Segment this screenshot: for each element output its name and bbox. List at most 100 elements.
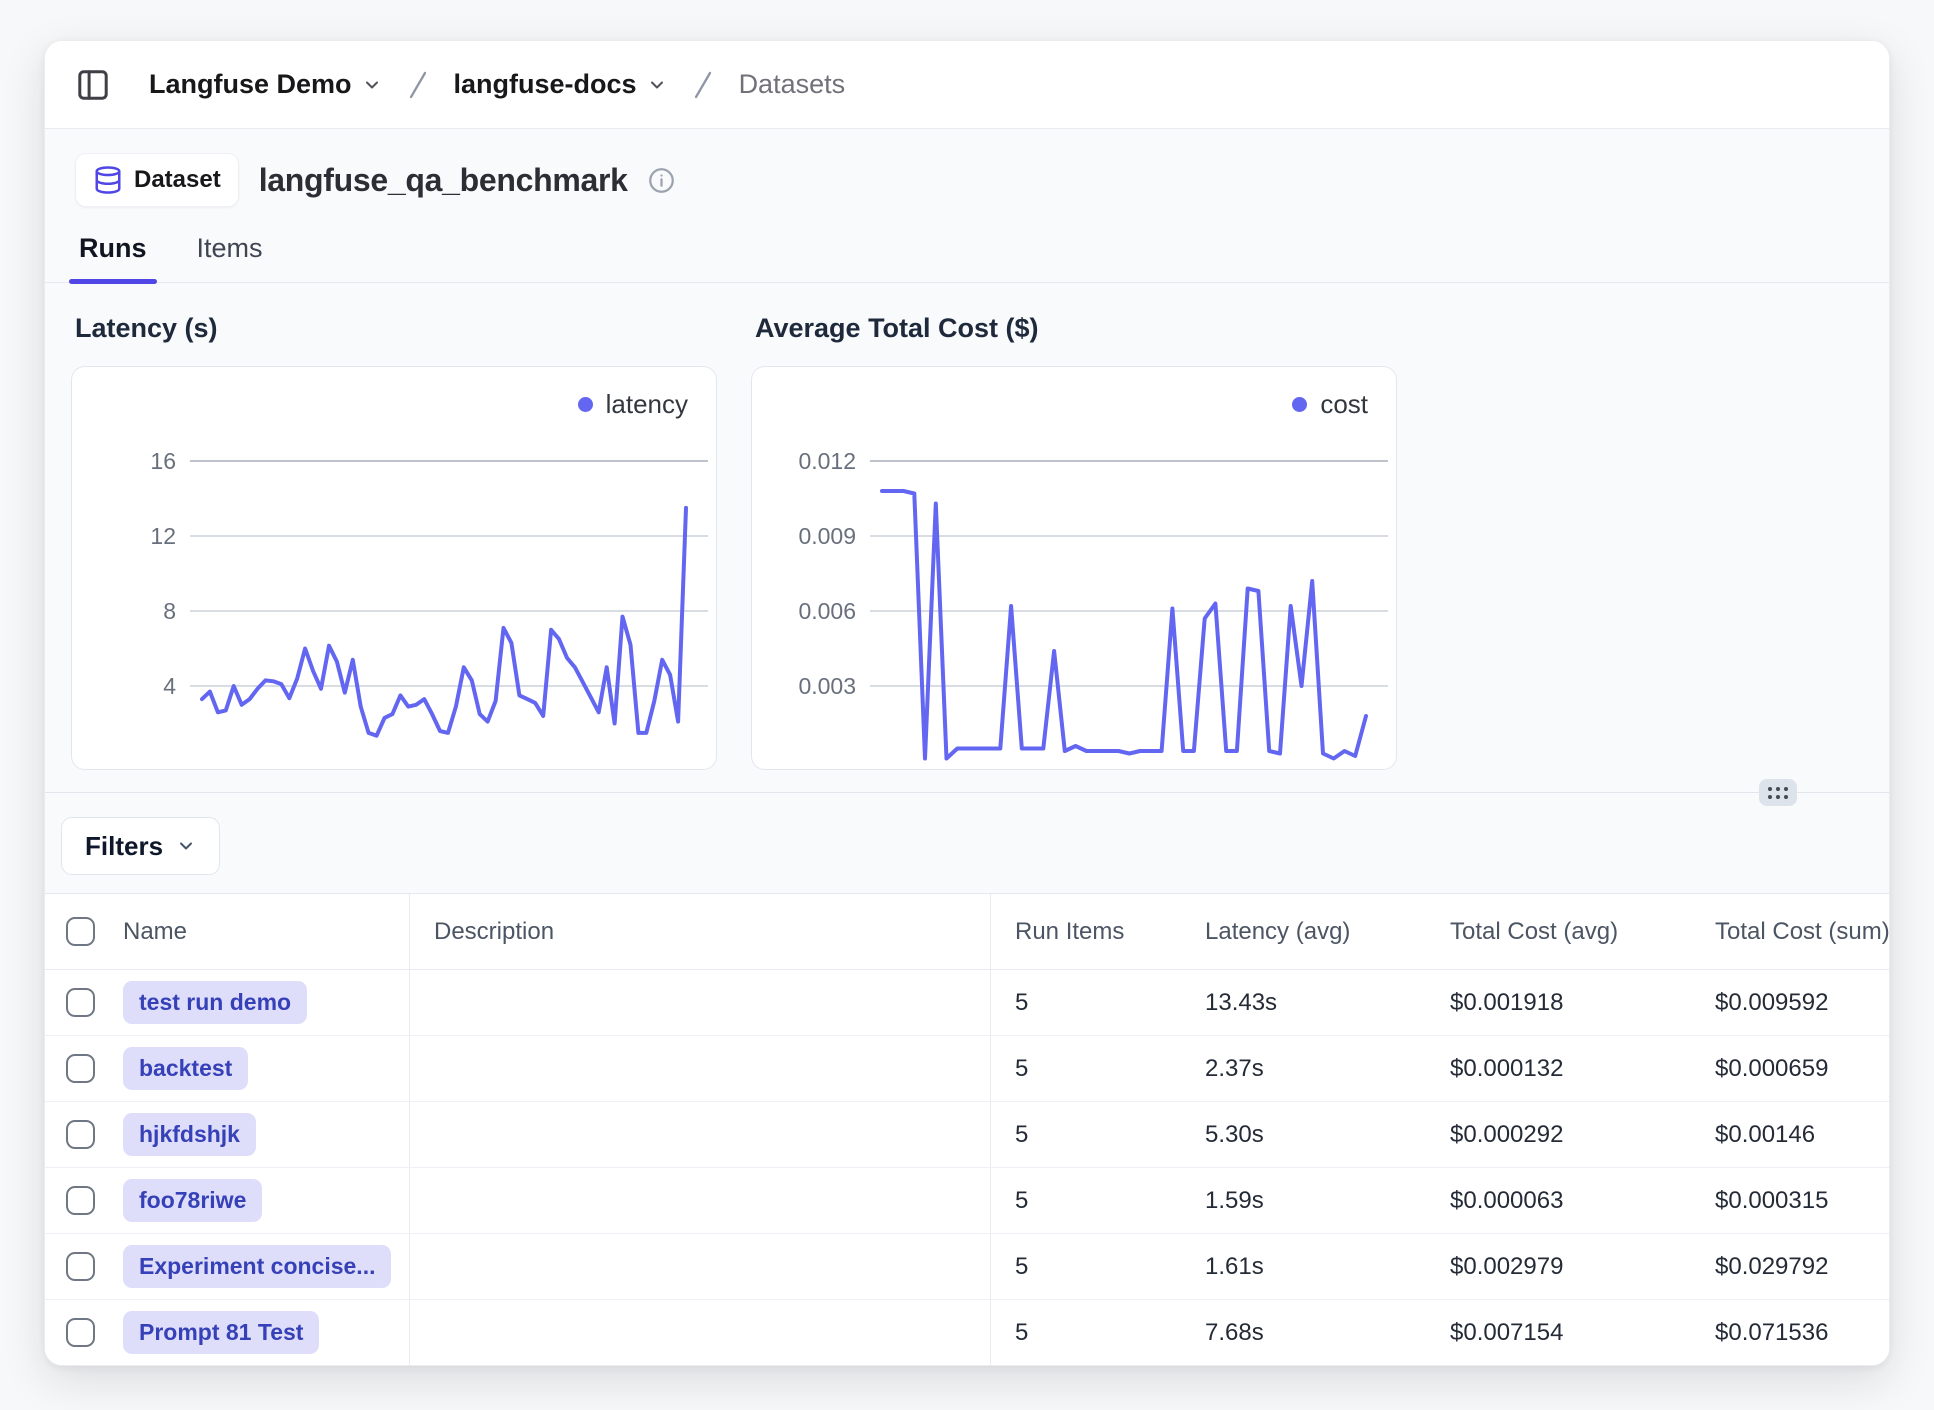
column-header-total-cost-avg: Total Cost (avg) — [1450, 917, 1619, 945]
description-cell — [410, 1102, 991, 1167]
column-header-description: Description — [410, 894, 991, 969]
latency-avg-cell: 5.30s — [1205, 1120, 1264, 1148]
charts-section: Latency (s) 4 8 12 16 latency Average Total… — [45, 283, 1889, 770]
row-checkbox[interactable] — [65, 1054, 95, 1083]
total-cost-sum-cell: $0.009592 — [1715, 988, 1829, 1016]
run-items-cell: 5 — [1015, 1054, 1029, 1082]
total-cost-avg-cell: $0.000292 — [1450, 1120, 1564, 1148]
latency-avg-cell: 1.61s — [1205, 1252, 1264, 1280]
tab-runs[interactable]: Runs — [69, 229, 156, 284]
filters-button-label: Filters — [85, 830, 164, 861]
table-row[interactable]: Prompt 81 Test 5 7.68s $0.007154 $0.0715… — [45, 1300, 1889, 1365]
description-cell — [410, 1168, 991, 1233]
cost-chart-card: 0.003 0.006 0.009 0.012 cost — [751, 366, 1397, 770]
latency-chart-block: Latency (s) 4 8 12 16 latency — [71, 309, 717, 770]
cost-chart-legend: cost — [1292, 389, 1368, 420]
svg-text:0.003: 0.003 — [798, 673, 856, 699]
cost-chart-svg: 0.003 0.006 0.009 0.012 — [798, 448, 1388, 761]
latency-chart-title: Latency (s) — [75, 313, 218, 343]
run-items-cell: 5 — [1015, 1252, 1029, 1280]
page-content: Dataset langfuse_qa_benchmark Runs Items… — [45, 129, 1889, 1365]
breadcrumb-org[interactable]: Langfuse Demo — [149, 69, 382, 100]
filters-button[interactable]: Filters — [61, 817, 221, 875]
run-name-pill[interactable]: hjkfdshjk — [123, 1112, 256, 1157]
description-cell — [410, 1036, 991, 1101]
run-items-cell: 5 — [1015, 1120, 1029, 1148]
svg-text:0.012: 0.012 — [798, 448, 856, 474]
table-row[interactable]: hjkfdshjk 5 5.30s $0.000292 $0.00146 — [45, 1102, 1889, 1168]
top-bar: Langfuse Demo langfuse-docs Datasets — [45, 41, 1889, 129]
info-icon[interactable] — [648, 167, 675, 194]
svg-text:12: 12 — [150, 523, 176, 549]
description-cell — [410, 970, 991, 1035]
total-cost-sum-cell: $0.029792 — [1715, 1252, 1829, 1280]
total-cost-sum-cell: $0.071536 — [1715, 1318, 1829, 1346]
row-checkbox[interactable] — [65, 1252, 95, 1281]
table-row[interactable]: test run demo 5 13.43s $0.001918 $0.0095… — [45, 970, 1889, 1036]
run-items-cell: 5 — [1015, 988, 1029, 1016]
total-cost-sum-cell: $0.00146 — [1715, 1120, 1816, 1148]
breadcrumb-org-label: Langfuse Demo — [149, 69, 352, 99]
panel-left-icon — [78, 69, 108, 100]
total-cost-avg-cell: $0.000063 — [1450, 1186, 1564, 1214]
column-header-total-cost-sum: Total Cost (sum) — [1715, 917, 1889, 945]
row-checkbox[interactable] — [65, 1186, 95, 1215]
latency-avg-cell: 7.68s — [1205, 1318, 1264, 1346]
total-cost-avg-cell: $0.007154 — [1450, 1318, 1564, 1346]
column-header-run-items: Run Items — [1015, 917, 1125, 945]
run-name-pill[interactable]: backtest — [123, 1046, 249, 1091]
run-name-pill[interactable]: Prompt 81 Test — [123, 1310, 320, 1355]
dataset-header: Dataset langfuse_qa_benchmark — [45, 129, 1889, 207]
total-cost-avg-cell: $0.000132 — [1450, 1054, 1564, 1082]
row-checkbox[interactable] — [65, 1318, 95, 1347]
breadcrumb-project-label: langfuse-docs — [453, 69, 637, 99]
column-header-name: Name — [115, 894, 410, 969]
runs-table: Name Description Run Items Latency (avg)… — [45, 893, 1889, 1365]
latency-chart-svg: 4 8 12 16 — [150, 448, 708, 738]
table-header-row: Name Description Run Items Latency (avg)… — [45, 894, 1889, 970]
svg-text:8: 8 — [163, 598, 176, 624]
description-cell — [410, 1300, 991, 1365]
total-cost-sum-cell: $0.000659 — [1715, 1054, 1829, 1082]
breadcrumb-slash-icon — [409, 71, 426, 98]
legend-label: cost — [1320, 389, 1368, 419]
tab-items[interactable]: Items — [196, 233, 263, 263]
latency-chart-legend: latency — [577, 389, 688, 420]
table-row[interactable]: foo78riwe 5 1.59s $0.000063 $0.000315 — [45, 1168, 1889, 1234]
total-cost-avg-cell: $0.002979 — [1450, 1252, 1564, 1280]
page-title: langfuse_qa_benchmark — [258, 161, 628, 198]
chevron-down-icon — [650, 81, 663, 88]
table-row[interactable]: Experiment concise... 5 1.61s $0.002979 … — [45, 1234, 1889, 1300]
breadcrumb: Langfuse Demo langfuse-docs Datasets — [149, 68, 845, 102]
table-body: test run demo 5 13.43s $0.001918 $0.0095… — [45, 970, 1889, 1365]
column-header-latency-avg: Latency (avg) — [1205, 917, 1351, 945]
latency-avg-cell: 2.37s — [1205, 1054, 1264, 1082]
row-checkbox[interactable] — [65, 1120, 95, 1149]
breadcrumb-section-datasets[interactable]: Datasets — [738, 69, 846, 99]
legend-dot-icon — [1292, 397, 1308, 412]
chevron-down-icon — [365, 81, 378, 88]
table-row[interactable]: backtest 5 2.37s $0.000132 $0.000659 — [45, 1036, 1889, 1102]
dataset-badge-label: Dataset — [134, 166, 221, 193]
chevron-down-icon — [180, 842, 193, 850]
run-items-cell: 5 — [1015, 1318, 1029, 1346]
svg-text:0.009: 0.009 — [798, 523, 856, 549]
app-window: Langfuse Demo langfuse-docs Datasets Dat… — [44, 40, 1890, 1366]
svg-text:0.006: 0.006 — [798, 598, 856, 624]
run-name-pill[interactable]: test run demo — [123, 980, 308, 1025]
legend-dot-icon — [577, 397, 593, 412]
sidebar-toggle-button[interactable] — [75, 67, 111, 103]
run-items-cell: 5 — [1015, 1186, 1029, 1214]
row-checkbox[interactable] — [65, 988, 95, 1017]
total-cost-sum-cell: $0.000315 — [1715, 1186, 1829, 1214]
resize-drag-handle[interactable] — [1759, 779, 1797, 806]
dataset-badge: Dataset — [75, 153, 239, 207]
latency-avg-cell: 1.59s — [1205, 1186, 1264, 1214]
tab-bar: Runs Items — [45, 229, 1889, 284]
select-all-checkbox[interactable] — [65, 917, 95, 946]
grip-dots-icon — [1768, 786, 1788, 799]
run-name-pill[interactable]: Experiment concise... — [123, 1244, 392, 1289]
breadcrumb-project[interactable]: langfuse-docs — [454, 69, 667, 100]
latency-avg-cell: 13.43s — [1205, 988, 1278, 1016]
run-name-pill[interactable]: foo78riwe — [123, 1178, 263, 1223]
